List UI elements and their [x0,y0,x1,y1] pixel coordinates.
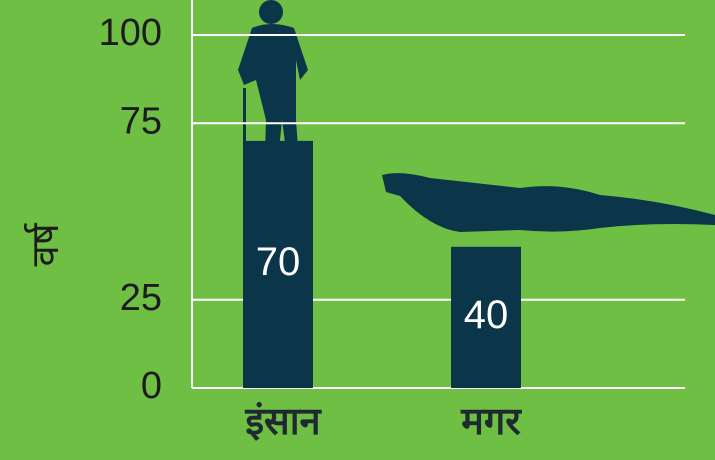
x-tick-label: मगर [460,401,522,443]
value-label: 70 [256,240,301,284]
y-tick-label: 25 [120,277,162,319]
background [0,0,715,460]
y-tick-label: 75 [120,100,162,142]
y-tick-label: 100 [99,12,162,54]
value-label: 40 [464,293,509,337]
x-tick-label: इंसान [244,401,322,443]
y-axis-label: वर्ष [23,222,67,266]
y-tick-label: 0 [141,365,162,407]
chart: वर्ष 0 25 75 100 इंसान 70 मगर 40 [0,0,715,460]
